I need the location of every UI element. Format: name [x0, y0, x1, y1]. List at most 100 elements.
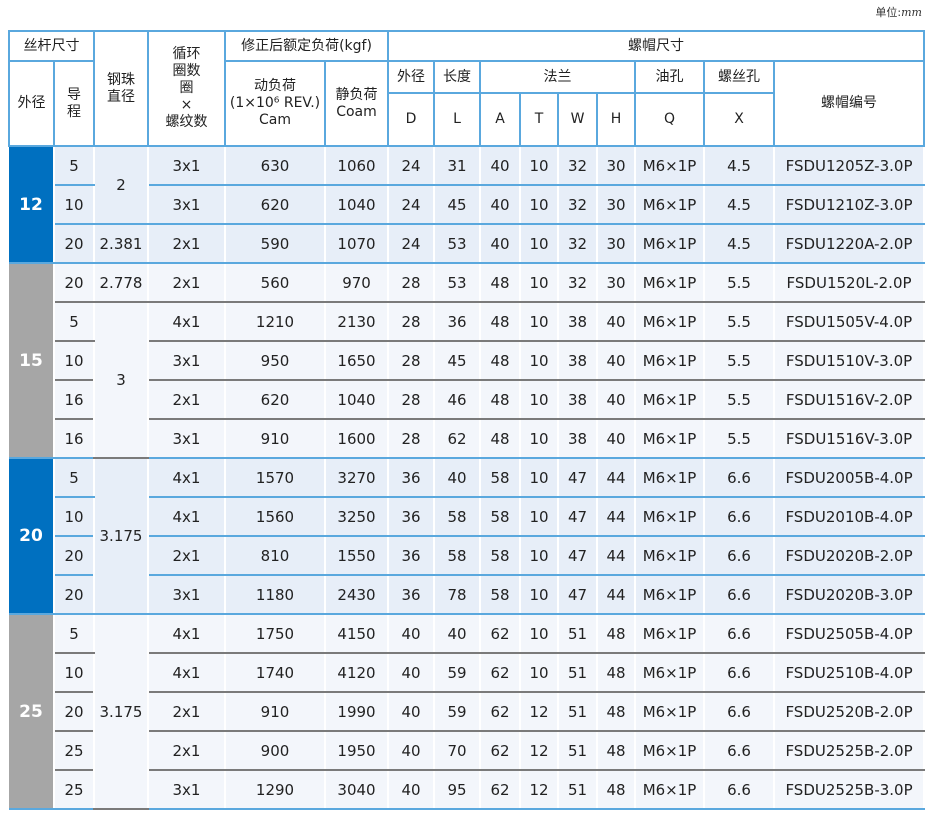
lead-cell: 5: [53, 458, 95, 498]
a-cell: 62: [479, 770, 522, 810]
l-cell: 40: [433, 614, 482, 654]
circ-cell: 2x1: [147, 536, 226, 576]
circ-cell: 3x1: [147, 419, 226, 459]
header-X: X: [703, 92, 776, 147]
lead-cell: 5: [53, 614, 95, 654]
nut-no-cell: FSDU1510V-3.0P: [773, 341, 926, 381]
header-oil-hole: 油孔: [634, 60, 706, 94]
x-cell: 6.6: [703, 770, 776, 810]
unit-label-text: 单位:: [875, 6, 902, 19]
d-cell: 40: [387, 692, 436, 732]
l-cell: 45: [433, 341, 482, 381]
circ-cell: 2x1: [147, 224, 226, 264]
a-cell: 62: [479, 653, 522, 693]
h-cell: 30: [596, 263, 637, 303]
d-cell: 28: [387, 263, 436, 303]
h-line: 圈: [179, 80, 194, 96]
l-cell: 40: [433, 458, 482, 498]
header-A: A: [479, 92, 522, 147]
w-cell: 32: [557, 224, 599, 264]
w-cell: 32: [557, 146, 599, 186]
t-cell: 10: [519, 653, 560, 693]
h-cell: 44: [596, 536, 637, 576]
cam-cell: 1180: [224, 575, 326, 615]
d-cell: 40: [387, 653, 436, 693]
coam-cell: 2430: [323, 575, 390, 615]
d-cell: 24: [387, 146, 436, 186]
header-W: W: [557, 92, 599, 147]
t-cell: 10: [519, 614, 560, 654]
cam-cell: 900: [224, 731, 326, 771]
q-cell: M6×1P: [634, 770, 706, 810]
lead-cell: 16: [53, 419, 95, 459]
lead-cell: 10: [53, 653, 95, 693]
t-cell: 10: [519, 185, 560, 225]
q-cell: M6×1P: [634, 302, 706, 342]
table-row: 10 4x1 1560 3250 36 58 58 10 47 44 M6×1P 6.6 FSDU201…: [9, 497, 926, 537]
a-cell: 58: [479, 458, 522, 498]
ball-screw-spec-table: 丝杆尺寸 钢珠直径 循环 圈数 圈 × 螺纹数 修正后额定负荷(kgf) 螺帽尺…: [8, 30, 926, 810]
circ-cell: 2x1: [147, 731, 226, 771]
header-nut-no: 螺帽编号: [773, 60, 926, 147]
w-cell: 47: [557, 497, 599, 537]
lead-cell: 10: [53, 185, 95, 225]
coam-cell: 1950: [323, 731, 390, 771]
x-cell: 5.5: [703, 302, 776, 342]
coam-cell: 4120: [323, 653, 390, 693]
d-cell: 40: [387, 614, 436, 654]
table-row: 25 3x1 1290 3040 40 95 62 12 51 48 M6×1P 6.6 FSDU252…: [9, 770, 926, 810]
h-line: (1×10⁶ REV.): [229, 95, 321, 111]
lead-cell: 16: [53, 380, 95, 420]
w-cell: 51: [557, 614, 599, 654]
a-cell: 48: [479, 380, 522, 420]
circ-cell: 4x1: [147, 458, 226, 498]
l-cell: 62: [433, 419, 482, 459]
h-line: 静负荷: [335, 86, 378, 103]
coam-cell: 3270: [323, 458, 390, 498]
h-cell: 48: [596, 653, 637, 693]
a-cell: 48: [479, 341, 522, 381]
cam-cell: 1740: [224, 653, 326, 693]
x-cell: 6.6: [703, 497, 776, 537]
ball-dia-cell: 3.175: [93, 458, 149, 615]
a-cell: 40: [479, 185, 522, 225]
w-cell: 47: [557, 575, 599, 615]
table-body: 12 5 2 3x1 630 1060 24 31 40 10 32 30 M6×1P 4.5 FSDU12…: [9, 146, 926, 810]
table-row: 20 2x1 810 1550 36 58 58 10 47 44 M6×1P 6.6 FSDU2020…: [9, 536, 926, 576]
q-cell: M6×1P: [634, 185, 706, 225]
ball-dia-cell: 3: [93, 302, 149, 459]
nut-no-cell: FSDU2520B-2.0P: [773, 692, 926, 732]
header-screw-od: 外径: [8, 60, 55, 147]
h-line: 圈数: [172, 63, 201, 79]
d-cell: 28: [387, 341, 436, 381]
t-cell: 12: [519, 692, 560, 732]
w-cell: 47: [557, 536, 599, 576]
l-cell: 58: [433, 497, 482, 537]
nut-no-cell: FSDU2525B-3.0P: [773, 770, 926, 810]
cam-cell: 630: [224, 146, 326, 186]
q-cell: M6×1P: [634, 224, 706, 264]
w-cell: 47: [557, 458, 599, 498]
t-cell: 10: [519, 419, 560, 459]
coam-cell: 1600: [323, 419, 390, 459]
x-cell: 5.5: [703, 419, 776, 459]
q-cell: M6×1P: [634, 536, 706, 576]
coam-cell: 970: [323, 263, 390, 303]
coam-cell: 2130: [323, 302, 390, 342]
table-row: 12 5 2 3x1 630 1060 24 31 40 10 32 30 M6×1P 4.5 FSDU12…: [9, 146, 926, 264]
w-cell: 38: [557, 419, 599, 459]
circ-cell: 2x1: [147, 263, 226, 303]
header-lead: 导程: [53, 60, 95, 147]
d-cell: 24: [387, 224, 436, 264]
nut-no-cell: FSDU1520L-2.0P: [773, 263, 926, 303]
x-cell: 5.5: [703, 380, 776, 420]
q-cell: M6×1P: [634, 731, 706, 771]
t-cell: 10: [519, 341, 560, 381]
table-row: 25 5 3.175 4x1 1750 4150 40 40 62 10 51 48 M6×1P 6.6 F…: [9, 614, 926, 810]
x-cell: 5.5: [703, 341, 776, 381]
w-cell: 51: [557, 731, 599, 771]
table-row: 20 2.381 2x1 590 1070 24 53 40 10 32 30 M6×1P 4.5 FSD…: [9, 224, 926, 264]
d-cell: 40: [387, 770, 436, 810]
table-row: 10 3x1 620 1040 24 45 40 10 32 30 M6×1P 4.5 FSDU1210…: [9, 185, 926, 225]
w-cell: 38: [557, 302, 599, 342]
